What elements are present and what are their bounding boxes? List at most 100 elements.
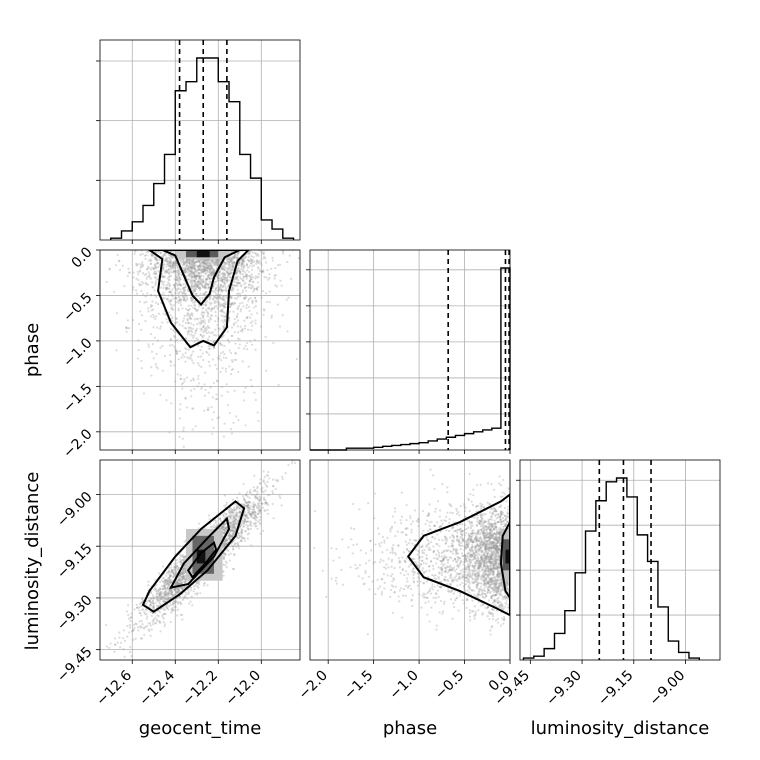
scatter-point bbox=[168, 576, 171, 579]
scatter-point bbox=[203, 383, 206, 386]
scatter-point bbox=[221, 264, 224, 267]
scatter-point bbox=[220, 283, 223, 287]
scatter-point bbox=[201, 335, 204, 338]
scatter-point bbox=[210, 332, 213, 335]
scatter-point bbox=[231, 286, 234, 289]
scatter-point bbox=[257, 254, 260, 257]
scatter-point bbox=[169, 596, 172, 600]
scatter-point bbox=[207, 264, 210, 267]
scatter-point bbox=[237, 251, 240, 255]
scatter-point bbox=[236, 277, 239, 280]
scatter-point bbox=[168, 579, 171, 582]
scatter-point bbox=[232, 533, 235, 536]
scatter-point bbox=[150, 591, 153, 595]
scatter-point bbox=[223, 523, 226, 526]
scatter-point bbox=[169, 298, 173, 301]
scatter-point bbox=[150, 304, 153, 307]
scatter-point bbox=[208, 277, 211, 280]
scatter-point bbox=[152, 357, 155, 360]
scatter-point bbox=[192, 377, 195, 380]
scatter-point bbox=[175, 583, 178, 586]
scatter-point bbox=[163, 592, 166, 596]
scatter-point bbox=[240, 258, 244, 261]
scatter-point bbox=[219, 268, 222, 271]
scatter-point bbox=[240, 263, 244, 266]
scatter-point bbox=[198, 264, 201, 268]
scatter-point bbox=[173, 322, 177, 325]
scatter-point bbox=[286, 330, 289, 333]
scatter-point bbox=[244, 514, 247, 517]
scatter-point bbox=[203, 269, 206, 272]
scatter-point bbox=[168, 597, 171, 600]
scatter-point bbox=[237, 252, 240, 255]
scatter-point bbox=[271, 259, 274, 262]
scatter-point bbox=[188, 317, 191, 320]
scatter-point bbox=[208, 262, 211, 265]
scatter-point bbox=[223, 294, 226, 298]
scatter-point bbox=[169, 290, 172, 293]
scatter-point bbox=[176, 284, 179, 287]
scatter-point bbox=[168, 583, 171, 586]
scatter-point bbox=[153, 271, 156, 274]
scatter-point bbox=[156, 595, 159, 598]
scatter-point bbox=[150, 590, 153, 594]
scatter-point bbox=[137, 278, 140, 282]
scatter-point bbox=[127, 327, 131, 330]
scatter-point bbox=[225, 296, 228, 299]
scatter-point bbox=[251, 280, 254, 284]
scatter-point bbox=[153, 256, 156, 259]
scatter-point bbox=[174, 609, 177, 612]
scatter-point bbox=[252, 505, 255, 508]
scatter-point bbox=[118, 631, 121, 634]
scatter-point bbox=[204, 290, 207, 294]
scatter-point bbox=[136, 606, 139, 609]
scatter-point bbox=[113, 637, 117, 640]
scatter-point bbox=[165, 259, 168, 262]
scatter-point bbox=[245, 264, 249, 267]
scatter-point bbox=[232, 264, 235, 268]
scatter-point bbox=[189, 270, 192, 273]
scatter-point bbox=[175, 590, 178, 593]
scatter-point bbox=[154, 363, 157, 366]
scatter-point bbox=[248, 252, 251, 255]
scatter-point bbox=[141, 597, 144, 600]
scatter-point bbox=[201, 280, 205, 283]
scatter-point bbox=[239, 270, 242, 273]
scatter-point bbox=[123, 284, 126, 288]
scatter-point bbox=[197, 344, 200, 347]
scatter-point bbox=[212, 526, 216, 529]
scatter-point bbox=[222, 321, 225, 324]
scatter-point bbox=[235, 269, 238, 272]
scatter-point bbox=[160, 590, 163, 594]
scatter-point bbox=[167, 264, 170, 267]
scatter-point bbox=[197, 264, 200, 267]
scatter-point bbox=[217, 289, 220, 292]
scatter-point bbox=[231, 524, 234, 527]
scatter-point bbox=[190, 266, 194, 269]
scatter-point bbox=[219, 352, 223, 355]
scatter-point bbox=[235, 513, 238, 517]
scatter-point bbox=[180, 571, 183, 574]
scatter-point bbox=[249, 501, 252, 504]
scatter-point bbox=[159, 597, 163, 601]
scatter-point bbox=[199, 281, 202, 284]
scatter-point bbox=[236, 253, 239, 256]
scatter-point bbox=[230, 268, 234, 272]
scatter-point bbox=[243, 256, 246, 260]
scatter-point bbox=[232, 526, 235, 529]
scatter-point bbox=[190, 282, 193, 286]
scatter-point bbox=[238, 292, 242, 295]
scatter-point bbox=[132, 288, 135, 291]
scatter-point bbox=[202, 584, 205, 587]
scatter-point bbox=[226, 260, 229, 263]
scatter-point bbox=[193, 261, 196, 264]
scatter-point bbox=[209, 265, 212, 268]
scatter-point bbox=[171, 606, 174, 609]
scatter-point bbox=[182, 317, 186, 320]
scatter-point bbox=[244, 255, 248, 258]
scatter-point bbox=[152, 267, 155, 270]
scatter-point bbox=[196, 271, 199, 275]
scatter-point bbox=[181, 292, 185, 295]
scatter-point bbox=[223, 298, 226, 301]
scatter-point bbox=[196, 338, 199, 341]
